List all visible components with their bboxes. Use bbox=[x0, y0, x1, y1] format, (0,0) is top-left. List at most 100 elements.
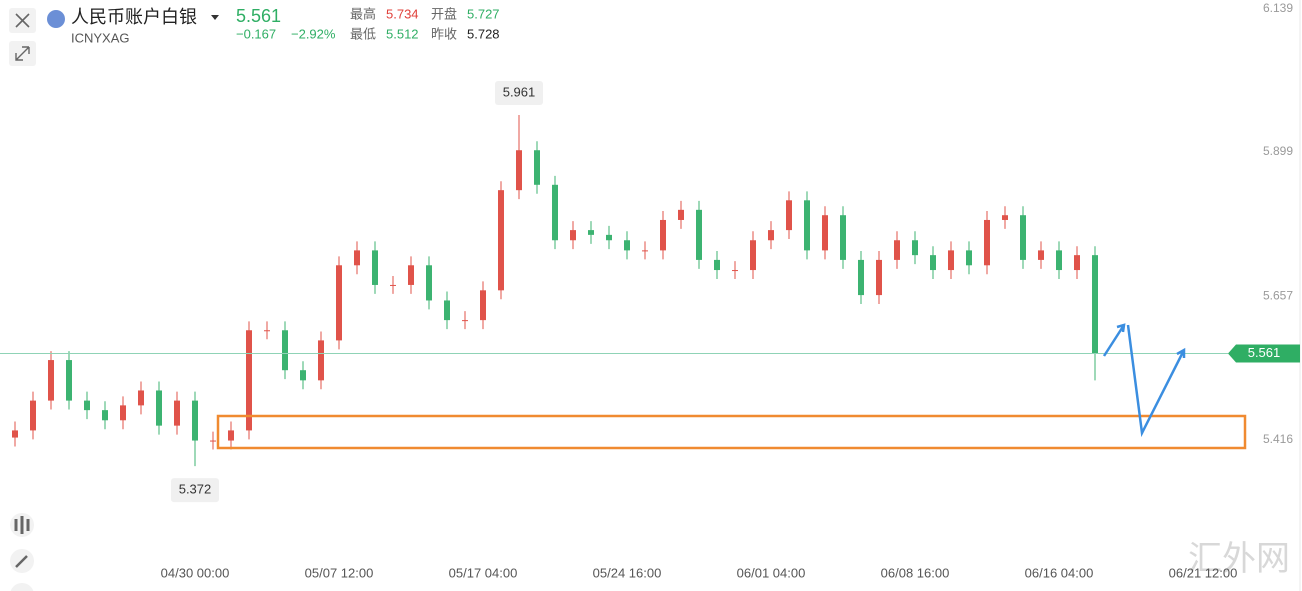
candle-body bbox=[48, 360, 54, 401]
y-tick-label: 5.657 bbox=[1263, 288, 1293, 302]
candle-body bbox=[588, 230, 594, 235]
candle-body bbox=[318, 340, 324, 381]
x-tick-label: 05/17 04:00 bbox=[449, 565, 518, 580]
candle-body bbox=[570, 230, 576, 241]
collapse-icon bbox=[15, 46, 30, 61]
candle-body bbox=[300, 370, 306, 381]
stat-value: 5.512 bbox=[386, 26, 419, 41]
more-button[interactable] bbox=[10, 583, 34, 591]
candle-body bbox=[102, 410, 108, 421]
candle-body bbox=[966, 250, 972, 266]
x-tick-label: 06/16 04:00 bbox=[1025, 565, 1094, 580]
draw-button[interactable] bbox=[10, 549, 34, 573]
candle-body bbox=[156, 390, 162, 426]
plot: 5.416 5.657 5.899 6.139 04/30 00:00 05/07 12:… bbox=[0, 1, 1300, 580]
candle-body bbox=[714, 259, 720, 271]
change: −0.167 bbox=[236, 26, 276, 41]
symbol-code: ICNYXAG bbox=[71, 30, 130, 45]
x-tick-label: 05/24 16:00 bbox=[593, 565, 662, 580]
candle-body bbox=[12, 430, 18, 438]
candle-body bbox=[264, 330, 270, 332]
candle-body bbox=[912, 240, 918, 256]
candle-body bbox=[732, 270, 738, 272]
candle-body bbox=[894, 240, 900, 260]
candle-body bbox=[426, 265, 432, 301]
candle-body bbox=[624, 240, 630, 251]
symbol-name[interactable]: 人民币账户白银 bbox=[71, 7, 197, 27]
annotation-label: 5.372 bbox=[179, 482, 212, 497]
change-percent: −2.92% bbox=[291, 26, 336, 41]
x-tick-label: 06/01 04:00 bbox=[737, 565, 806, 580]
x-tick-label: 04/30 00:00 bbox=[161, 565, 230, 580]
candle-body bbox=[750, 240, 756, 271]
candle-body bbox=[246, 330, 252, 431]
candle-body bbox=[1074, 255, 1080, 271]
candle-body bbox=[642, 250, 648, 252]
candle-body bbox=[786, 200, 792, 231]
x-tick-label: 05/07 12:00 bbox=[305, 565, 374, 580]
dropdown-arrow[interactable] bbox=[211, 15, 219, 20]
candle-body bbox=[1038, 250, 1044, 260]
close-button[interactable] bbox=[9, 8, 36, 33]
candle-body bbox=[372, 250, 378, 285]
last-price-tag bbox=[1228, 344, 1300, 363]
candle-body bbox=[1020, 215, 1026, 260]
stat-value: 5.734 bbox=[386, 6, 419, 21]
candle-body bbox=[480, 290, 486, 321]
candle-body bbox=[678, 209, 684, 220]
stat-label: 最高 bbox=[350, 6, 376, 21]
annotation-label: 5.961 bbox=[503, 84, 536, 99]
candle-body bbox=[354, 250, 360, 266]
y-tick-label: 5.416 bbox=[1263, 432, 1293, 446]
candle-body bbox=[858, 259, 864, 296]
candle-body bbox=[1092, 255, 1098, 354]
candle-body bbox=[192, 400, 198, 441]
candle-body bbox=[282, 330, 288, 371]
candle-body bbox=[138, 390, 144, 406]
close-icon bbox=[15, 13, 30, 28]
annotation-box bbox=[171, 478, 219, 503]
candle-body bbox=[1002, 215, 1008, 220]
candle-body bbox=[930, 255, 936, 271]
stat-label: 开盘 bbox=[431, 6, 457, 21]
candle-body bbox=[390, 284, 396, 286]
candle-body bbox=[408, 265, 414, 285]
candle-body bbox=[948, 250, 954, 271]
y-tick-label: 5.899 bbox=[1263, 144, 1293, 158]
candle-body bbox=[876, 259, 882, 296]
candle-body bbox=[840, 215, 846, 260]
candle-body bbox=[210, 440, 216, 442]
annotation-box bbox=[495, 81, 543, 106]
last-price: 5.561 bbox=[236, 6, 281, 26]
candle-body bbox=[30, 400, 36, 431]
candle-body bbox=[534, 150, 540, 185]
candle-body bbox=[660, 219, 666, 251]
support-zone bbox=[216, 414, 1247, 450]
candle-body bbox=[174, 400, 180, 426]
candle-body bbox=[606, 234, 612, 241]
candle-body bbox=[696, 209, 702, 260]
candle-body bbox=[120, 405, 126, 421]
x-tick-label: 06/21 12:00 bbox=[1169, 565, 1238, 580]
candle-body bbox=[228, 430, 234, 441]
stat-value: 5.727 bbox=[467, 6, 500, 21]
draw-icon bbox=[15, 555, 28, 568]
candle-body bbox=[66, 360, 72, 401]
collapse-button[interactable] bbox=[9, 41, 36, 66]
candle-body bbox=[462, 320, 468, 322]
candle-body bbox=[516, 150, 522, 191]
x-tick-label: 06/08 16:00 bbox=[881, 565, 950, 580]
stat-value: 5.728 bbox=[467, 26, 500, 41]
candle-body bbox=[1056, 250, 1062, 271]
candle-body bbox=[552, 184, 558, 241]
candle-body bbox=[336, 265, 342, 341]
watermark: 汇外网 bbox=[1188, 539, 1290, 579]
candle-body bbox=[498, 190, 504, 291]
indicator-button[interactable] bbox=[10, 513, 34, 537]
last-price-label: 5.561 bbox=[1248, 345, 1281, 360]
stat-label: 昨收 bbox=[431, 26, 457, 41]
candle-body bbox=[822, 215, 828, 251]
candle-body bbox=[804, 200, 810, 251]
